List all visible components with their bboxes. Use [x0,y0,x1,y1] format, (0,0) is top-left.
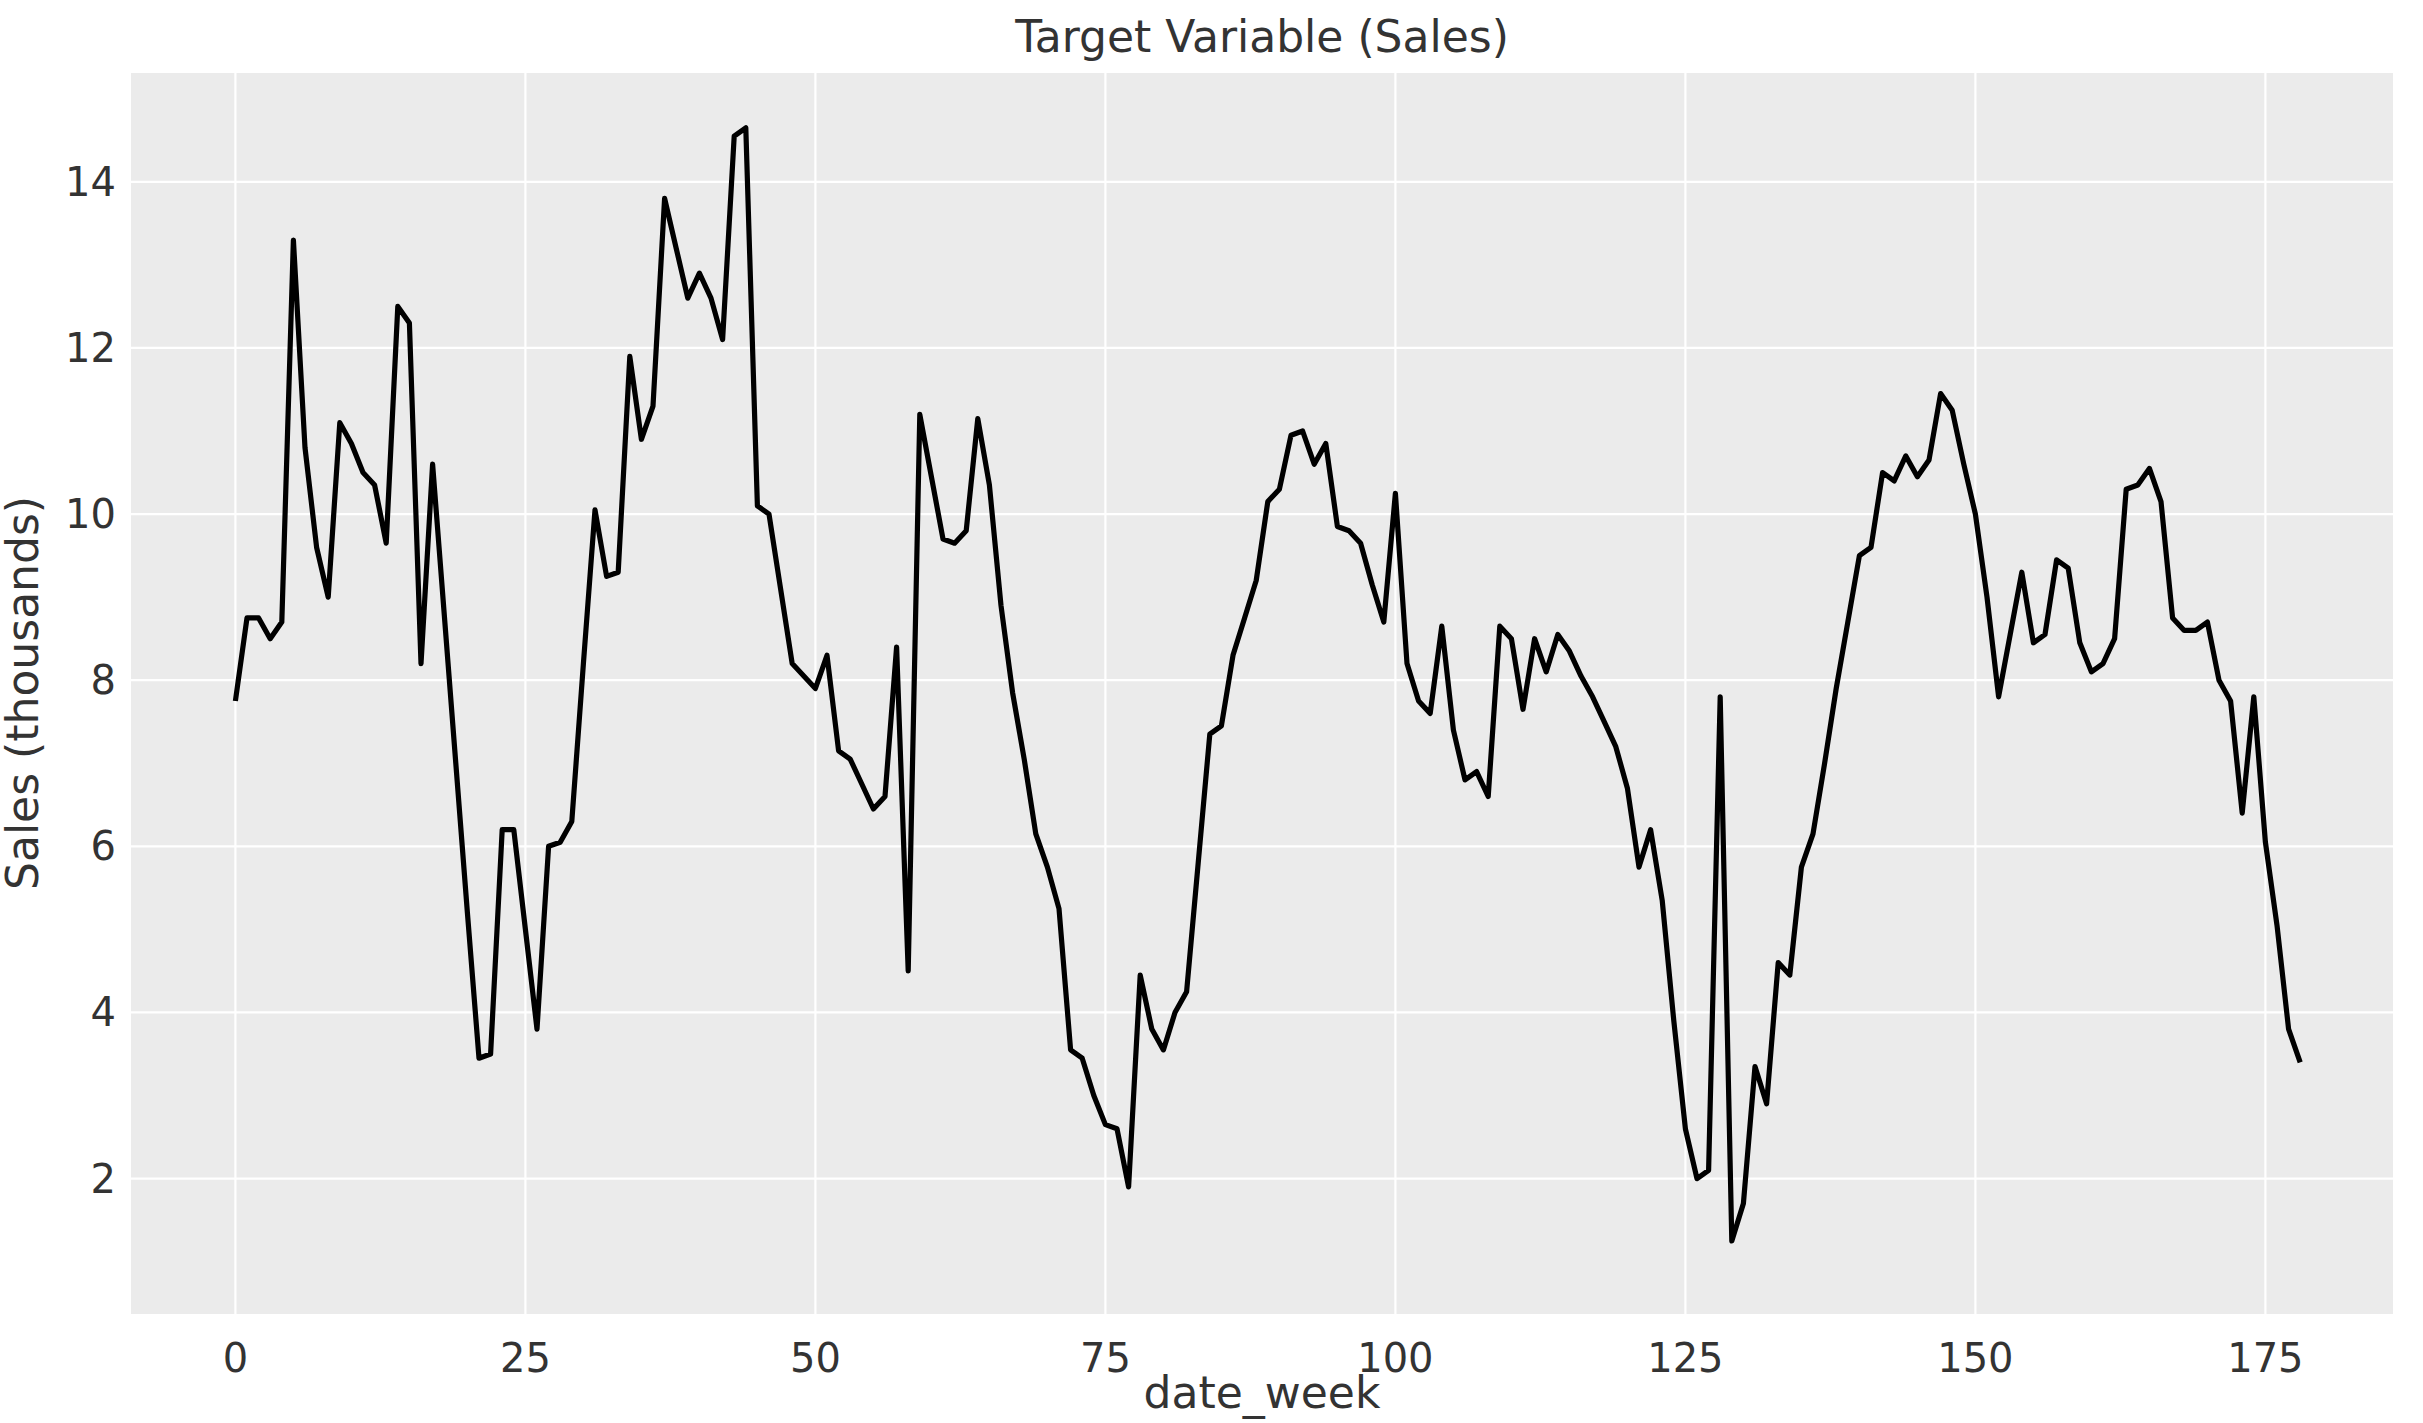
y-tick-label: 8 [91,657,116,703]
y-axis-label: Sales (thousands) [0,496,48,890]
y-tick-label: 4 [91,989,116,1035]
plot-layer [131,73,2393,1314]
x-tick-label: 0 [223,1335,248,1381]
x-tick-label: 175 [2227,1335,2303,1381]
x-axis-label: date_week [1144,1367,1381,1419]
chart-canvas: 02550751001251501752468101214 Target Var… [0,0,2423,1423]
y-tick-label: 12 [65,325,116,371]
chart-title: Target Variable (Sales) [1014,11,1509,62]
x-tick-label: 150 [1937,1335,2013,1381]
x-tick-label: 75 [1080,1335,1131,1381]
y-tick-label: 6 [91,823,116,869]
sales-line-chart-figure: 02550751001251501752468101214 Target Var… [0,0,2423,1423]
plot-area [131,73,2393,1314]
x-tick-label: 25 [500,1335,551,1381]
y-tick-label: 2 [91,1156,116,1202]
y-tick-label: 10 [65,491,116,537]
y-tick-label: 14 [65,159,116,205]
x-tick-label: 125 [1647,1335,1723,1381]
x-tick-label: 50 [790,1335,841,1381]
